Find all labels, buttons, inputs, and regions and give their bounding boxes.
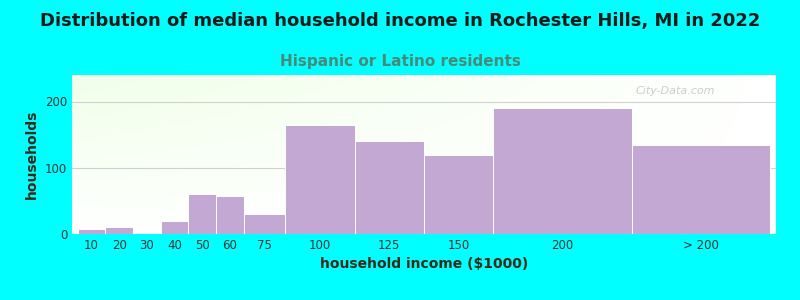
Text: Hispanic or Latino residents: Hispanic or Latino residents bbox=[279, 54, 521, 69]
Text: Distribution of median household income in Rochester Hills, MI in 2022: Distribution of median household income … bbox=[40, 12, 760, 30]
Bar bbox=[216, 196, 244, 234]
Bar bbox=[161, 221, 189, 234]
Bar bbox=[494, 108, 632, 234]
Bar bbox=[424, 154, 494, 234]
Bar bbox=[286, 125, 354, 234]
Bar bbox=[133, 233, 161, 234]
Bar bbox=[189, 194, 216, 234]
Bar bbox=[354, 141, 424, 234]
Bar bbox=[632, 145, 770, 234]
Y-axis label: households: households bbox=[26, 110, 39, 199]
Bar bbox=[106, 227, 133, 234]
X-axis label: household income ($1000): household income ($1000) bbox=[320, 257, 528, 272]
Bar bbox=[244, 214, 286, 234]
Text: City-Data.com: City-Data.com bbox=[635, 86, 714, 96]
Bar bbox=[78, 229, 106, 234]
